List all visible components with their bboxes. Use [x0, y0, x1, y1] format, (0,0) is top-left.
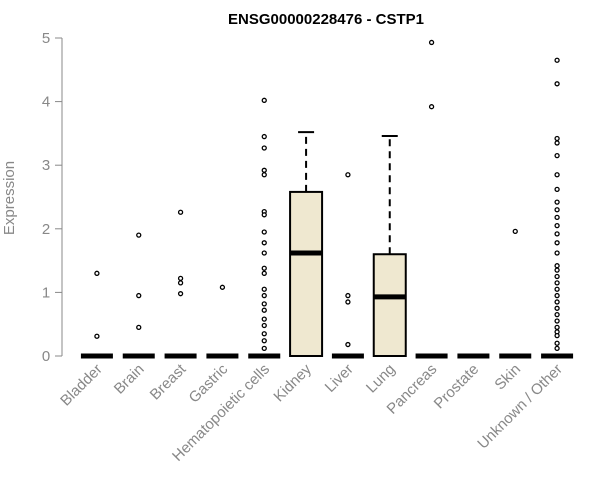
outlier-point [554, 207, 560, 213]
box-group [331, 172, 364, 359]
outlier-point [261, 270, 267, 276]
outlier-point [554, 240, 560, 246]
outlier-point [177, 291, 184, 297]
outlier-point [261, 145, 267, 151]
outlier-point [554, 267, 560, 273]
outlier-point [219, 284, 226, 290]
outlier-point [554, 199, 560, 205]
outlier-point [345, 292, 351, 299]
y-tick-label: 0 [42, 348, 50, 365]
outlier-point [261, 292, 267, 299]
outlier-point [261, 331, 267, 337]
box-group [206, 284, 239, 359]
outlier-point [261, 172, 267, 178]
outlier-point [136, 324, 142, 331]
outlier-point [554, 305, 560, 311]
outlier-point [261, 250, 267, 256]
outlier-point [261, 133, 267, 140]
axes-layer: 0 1 2 3 4 5 [42, 30, 63, 365]
outlier-point [345, 341, 351, 348]
outlier-point [554, 324, 560, 331]
box-group [415, 39, 448, 359]
y-tick-label: 5 [42, 30, 50, 47]
outlier-point [428, 39, 435, 46]
outlier-point [554, 153, 560, 159]
x-tick-label: Lung [363, 361, 399, 397]
outlier-point [554, 340, 560, 346]
outlier-point [261, 265, 267, 271]
outlier-point [261, 212, 267, 218]
outlier-point [177, 280, 184, 286]
box-group [289, 131, 324, 357]
box-group [80, 270, 113, 359]
outlier-point [554, 231, 560, 237]
outlier-point [261, 240, 267, 246]
x-tick-label: Skin [491, 361, 524, 394]
outlier-point [554, 280, 560, 286]
outlier-point [94, 270, 100, 276]
outlier-point [177, 275, 184, 282]
outlier-point [554, 135, 560, 142]
outlier-point [136, 232, 142, 238]
outlier-point [554, 263, 560, 269]
x-tick-label: Liver [322, 361, 357, 396]
outlier-point [554, 312, 560, 318]
x-tick-label: Prostate [431, 361, 483, 413]
x-tick-label: Bladder [57, 361, 106, 410]
outlier-point [554, 292, 560, 299]
outlier-point [261, 316, 267, 322]
x-tick-label: Brain [111, 361, 148, 398]
outlier-point [261, 345, 267, 352]
outlier-point [94, 333, 100, 339]
outlier-point [261, 301, 267, 307]
outlier-point [261, 167, 267, 173]
y-tick-label: 2 [42, 221, 50, 238]
outlier-point [554, 214, 560, 221]
boxes-layer [80, 39, 574, 359]
outlier-point [554, 186, 560, 193]
outlier-point [554, 172, 560, 178]
outlier-point [261, 229, 267, 235]
outlier-point [261, 307, 267, 313]
outlier-point [512, 228, 518, 234]
outlier-point [261, 338, 267, 344]
outlier-point [554, 81, 560, 87]
outlier-point [554, 273, 560, 280]
outlier-point [261, 286, 267, 292]
y-tick-label: 3 [42, 157, 50, 174]
outlier-point [554, 250, 560, 256]
outlier-point [554, 318, 560, 324]
y-tick-label: 1 [42, 284, 50, 301]
y-axis-label: Expression [1, 161, 18, 235]
outlier-point [554, 140, 560, 146]
outlier-point [554, 57, 560, 63]
outlier-point [554, 345, 560, 352]
box-group [164, 209, 197, 359]
box-group [248, 97, 281, 359]
x-tick-label: Breast [147, 360, 190, 403]
outlier-point [554, 222, 560, 229]
outlier-point [345, 172, 351, 178]
outlier-point [428, 104, 435, 110]
box-body [289, 190, 324, 357]
box-group [541, 57, 574, 359]
outlier-point [554, 286, 560, 292]
outlier-point [261, 97, 267, 103]
outlier-point [554, 299, 560, 305]
outlier-point [345, 299, 351, 305]
outlier-point [136, 292, 142, 299]
box-group [499, 228, 532, 359]
chart-title: ENSG00000228476 - CSTP1 [228, 11, 424, 28]
outlier-point [554, 332, 560, 339]
outlier-point [261, 322, 267, 329]
outlier-point [177, 209, 184, 215]
x-tick-label: Kidney [270, 360, 315, 405]
box-group [122, 232, 155, 359]
box-group [372, 134, 407, 358]
y-tick-label: 4 [42, 94, 50, 111]
box-body [372, 253, 407, 358]
